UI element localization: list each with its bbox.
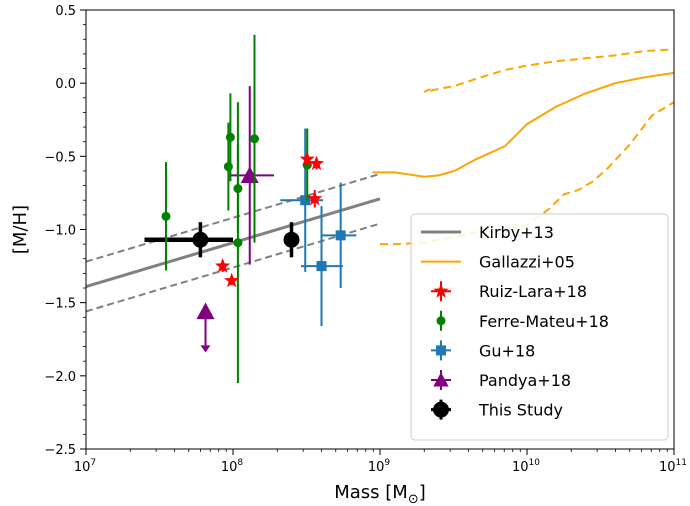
legend-entry-gallazzi-05: Gallazzi+05 <box>421 253 575 272</box>
y-tick-label-5: −2.0 <box>44 370 76 385</box>
ruiz-lara-18-point-1-marker <box>308 155 325 171</box>
legend-entry-gu-18: Gu+18 <box>431 340 535 361</box>
x-tick-base: 10 <box>368 460 385 475</box>
ferre-mateu-18-point-4-marker <box>233 238 243 248</box>
y-tick-label-1: 0.0 <box>55 77 76 92</box>
gu-18-point-0-marker <box>300 195 311 206</box>
x-tick-exponent: 8 <box>237 458 243 468</box>
legend-entry-pandya-18: Pandya+18 <box>431 370 571 390</box>
ferre-mateu-18-point-5-marker <box>249 134 259 144</box>
legend-entry-kirby-13: Kirby+13 <box>421 223 554 242</box>
gallazzi-upper <box>423 48 674 93</box>
legend-label-this-study: This Study <box>478 401 563 420</box>
x-axis-label-main: Mass [M <box>334 482 408 503</box>
kirby-line <box>86 197 381 289</box>
x-tick-label-0: 107 <box>74 458 96 475</box>
legend-label-ruiz-lara-18: Ruiz-Lara+18 <box>479 282 587 301</box>
ruiz-lara-18-point-3-marker <box>215 258 231 273</box>
ruiz-lara-18-point-0-marker <box>299 151 315 166</box>
x-axis-label-sub: ⊙ <box>408 492 419 506</box>
pandya-18-point-1-marker <box>196 302 215 320</box>
legend-entry-this-study: This Study <box>431 399 563 420</box>
x-tick-exponent: 9 <box>384 458 390 468</box>
legend-label-kirby-13: Kirby+13 <box>479 223 554 242</box>
x-tick-exponent: 11 <box>676 458 687 468</box>
legend-marker-ferre-mateu-18 <box>436 316 446 326</box>
series-ruiz-lara-18-points <box>215 151 325 288</box>
legend: Kirby+13 Gallazzi+05 Ruiz-Lara+18 Ferre-Mat… <box>410 213 669 441</box>
x-tick-base: 10 <box>221 460 238 475</box>
series-ferre-mateu-18-points <box>161 34 312 384</box>
y-tick-label-4: −1.5 <box>44 297 76 312</box>
x-tick-label-4: 1011 <box>659 458 687 475</box>
legend-label-pandya-18: Pandya+18 <box>479 371 571 390</box>
x-tick-label-3: 1010 <box>512 458 540 475</box>
ferre-mateu-18-point-0-marker <box>161 211 171 221</box>
ruiz-lara-18-point-4-marker <box>224 272 240 288</box>
gu-18-point-2-marker <box>335 230 346 241</box>
legend-label-gu-18: Gu+18 <box>479 341 535 360</box>
x-tick-base: 10 <box>659 460 676 475</box>
x-tick-label-1: 108 <box>221 458 244 475</box>
legend-entry-ruiz-lara-18: Ruiz-Lara+18 <box>431 281 587 302</box>
x-axis-label-end: ] <box>419 482 426 503</box>
ruiz-lara-18-point-2-marker <box>307 190 323 206</box>
plot-data-layer <box>86 34 674 384</box>
y-tick-label-0: 0.5 <box>55 4 76 19</box>
legend-label-gallazzi-05: Gallazzi+05 <box>479 253 575 272</box>
ferre-mateu-18-point-1-marker <box>223 162 233 172</box>
legend-marker-pandya-18 <box>433 372 449 387</box>
series-gu-18-points <box>280 128 357 327</box>
x-axis-label: Mass [M⊙] <box>334 482 426 506</box>
y-axis-label: [M/H] <box>10 205 31 254</box>
plot-area <box>86 34 674 384</box>
ferre-mateu-18-point-2-marker <box>225 132 235 142</box>
y-tick-label-3: −1.0 <box>44 224 76 239</box>
legend-marker-this-study <box>433 401 449 418</box>
legend-marker-gu-18 <box>436 345 446 356</box>
y-tick-label-6: −2.5 <box>44 443 76 458</box>
legend-box <box>410 213 669 441</box>
series-this-study-points <box>144 222 300 258</box>
series-pandya-18-points <box>196 86 274 353</box>
x-tick-label-2: 109 <box>368 458 391 475</box>
gallazzi-line <box>372 71 674 178</box>
y-tick-label-2: −0.5 <box>44 150 76 165</box>
pandya-18-point-1-limit-arrow <box>200 345 211 353</box>
this-study-point-1-marker <box>283 231 300 248</box>
x-tick-exponent: 7 <box>90 458 96 468</box>
series-kirby-13 <box>86 172 381 313</box>
x-tick-exponent: 10 <box>529 458 541 468</box>
legend-label-ferre-mateu-18: Ferre-Mateu+18 <box>479 312 609 331</box>
this-study-point-0-marker <box>192 231 209 248</box>
x-tick-base: 10 <box>74 460 91 475</box>
x-tick-base: 10 <box>512 460 529 475</box>
legend-entry-ferre-mateu-18: Ferre-Mateu+18 <box>436 310 609 331</box>
kirby-upper-band <box>86 172 381 263</box>
gu-18-point-1-marker <box>316 261 327 272</box>
legend-marker-ruiz-lara-18 <box>433 283 449 298</box>
kirby-lower-band <box>86 222 381 313</box>
